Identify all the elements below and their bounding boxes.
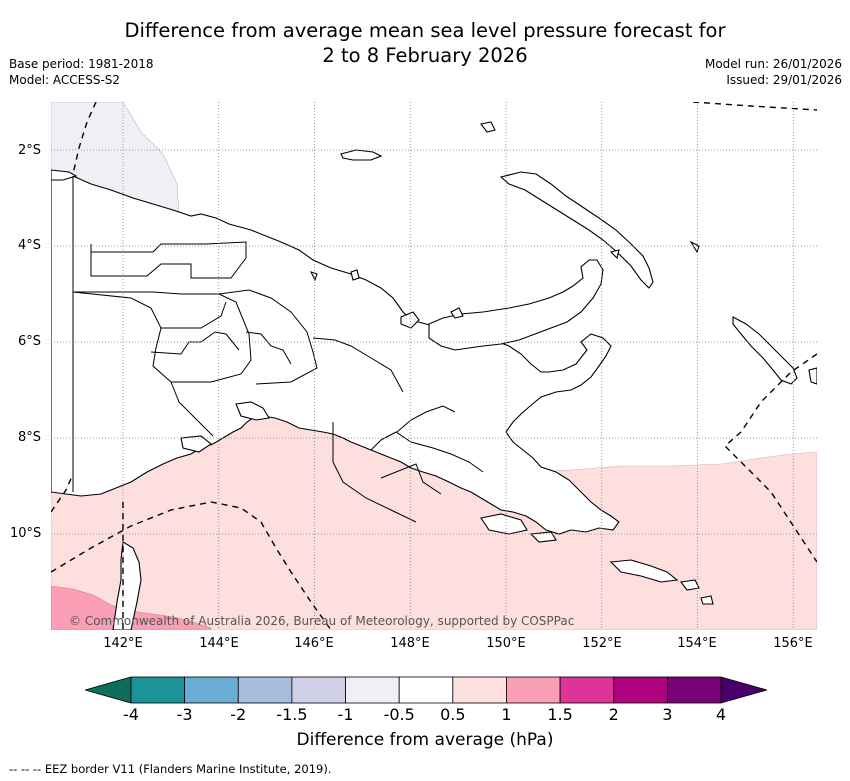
colorbar-segment-11	[666, 676, 722, 704]
new-britain-island	[428, 259, 604, 351]
map-title: Difference from average mean sea level p…	[0, 18, 850, 68]
eez-borders	[51, 102, 817, 630]
lat-label-8s: 8°S	[18, 430, 42, 445]
colorbar-arrow-low	[85, 676, 132, 704]
copyright-notice: © Commonwealth of Australia 2026, Bureau…	[69, 614, 575, 628]
lat-label-10s: 10°S	[10, 526, 42, 541]
colorbar-tick-label: 4	[715, 705, 727, 724]
eez-footnote: -- -- -- EEZ border V11 (Flanders Marine…	[9, 762, 332, 776]
colorbar-tick-label: 0.5	[440, 705, 466, 724]
issued-date: Issued: 29/01/2026	[726, 73, 842, 87]
colorbar-tick-label: -4	[123, 705, 139, 724]
colorbar-tick-label: -1.5	[276, 705, 308, 724]
bougainville-island	[732, 316, 798, 385]
lon-label-150e: 150°E	[486, 636, 526, 651]
title-line-2: 2 to 8 February 2026	[322, 44, 528, 67]
colorbar-segment-2	[184, 676, 239, 704]
province-borders	[72, 176, 484, 523]
lon-label-142e: 142°E	[103, 636, 143, 651]
lon-label-146e: 146°E	[294, 636, 334, 651]
colorbar-tick-label: 2	[608, 705, 619, 724]
colorbar-tick-label: -2	[230, 705, 247, 724]
colorbar-segment-3	[237, 676, 293, 704]
graticule	[51, 102, 817, 630]
colorbar-segment-9	[559, 676, 615, 704]
colorbar-title: Difference from average (hPa)	[296, 730, 554, 750]
colorbar-tick-label: 1	[501, 705, 512, 724]
anomaly-zone-pos-1	[51, 585, 212, 630]
colorbar-tick-label: 3	[662, 705, 673, 724]
lon-label-144e: 144°E	[199, 636, 239, 651]
map-panel	[51, 102, 817, 630]
colorbar-segment-7	[452, 676, 507, 704]
colorbar-tick-label: 1.5	[547, 705, 573, 724]
colorbar-segment-8	[506, 676, 561, 704]
lon-label-152e: 152°E	[582, 636, 622, 651]
manus-island	[340, 149, 383, 161]
louisiade-islands	[609, 559, 679, 583]
lat-label-2s: 2°S	[18, 143, 42, 158]
colorbar-segment-6	[398, 676, 454, 704]
lon-label-154e: 154°E	[677, 636, 717, 651]
dentrecasteaux-islands	[480, 513, 528, 535]
colorbar	[85, 676, 767, 704]
new-ireland-island	[499, 171, 654, 289]
base-period: Base period: 1981-2018	[9, 57, 154, 71]
lat-label-4s: 4°S	[18, 238, 42, 253]
lat-label-6s: 6°S	[18, 334, 42, 349]
cape-york-peninsula	[112, 541, 142, 630]
model-name: Model: ACCESS-S2	[9, 73, 121, 87]
colorbar-segment-1	[130, 676, 186, 704]
colorbar-segment-5	[345, 676, 400, 704]
colorbar-tick-label: -3	[176, 705, 193, 724]
meta-left: Base period: 1981-2018 Model: ACCESS-S2	[9, 56, 154, 88]
western-coast-fragment	[51, 169, 78, 181]
colorbar-segment-10	[613, 676, 668, 704]
land-outlines	[51, 121, 817, 630]
title-line-1: Difference from average mean sea level p…	[124, 19, 726, 42]
colorbar-tick-label: -0.5	[383, 705, 415, 724]
colorbar-arrow-high	[720, 676, 767, 704]
lon-label-156e: 156°E	[773, 636, 813, 651]
colorbar-tick-label: -1	[337, 705, 354, 724]
meta-right: Model run: 26/01/2026 Issued: 29/01/2026	[705, 56, 842, 88]
colorbar-segment-4	[291, 676, 346, 704]
model-run: Model run: 26/01/2026	[704, 57, 842, 71]
lon-label-148e: 148°E	[390, 636, 430, 651]
